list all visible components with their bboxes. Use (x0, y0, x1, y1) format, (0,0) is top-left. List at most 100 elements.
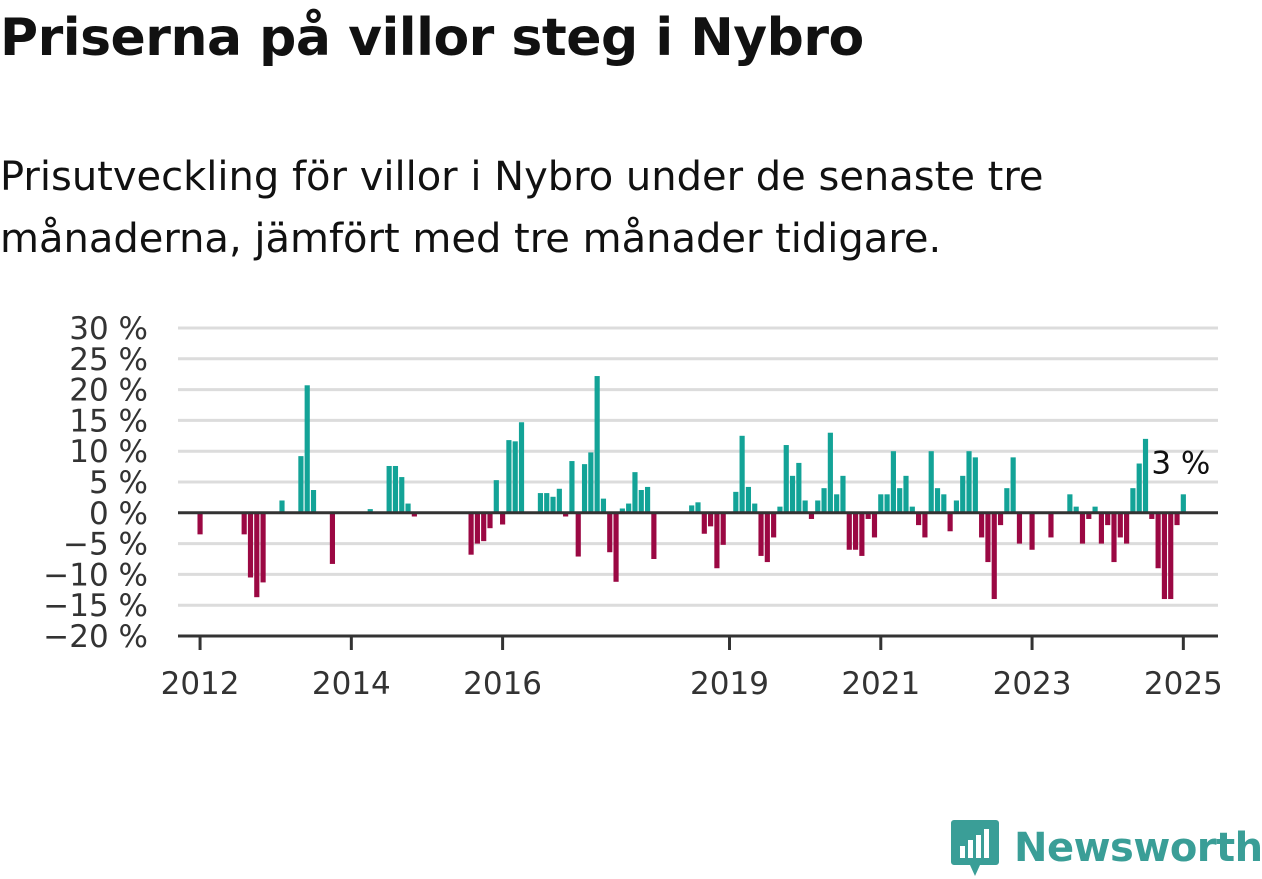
bar-chart-badge-icon (951, 820, 999, 876)
bar-negative (1168, 512, 1174, 600)
bar-positive (544, 493, 550, 513)
bar-negative (575, 512, 581, 557)
bar-positive (405, 503, 411, 513)
bar-negative (1086, 512, 1092, 519)
bar-positive (777, 506, 783, 513)
bar-positive (821, 488, 827, 513)
x-tick-label: 2016 (463, 666, 542, 702)
bar-positive (1073, 506, 1079, 513)
bar-negative (1124, 512, 1130, 544)
bar-negative (260, 512, 266, 583)
bar-positive (1136, 463, 1142, 513)
bar-positive (840, 475, 846, 513)
newsworthy-logo: Newsworthy (950, 818, 1262, 878)
bar-positive (1130, 488, 1136, 513)
bar-positive (367, 509, 373, 513)
bar-positive (512, 441, 518, 513)
bar-negative (613, 512, 619, 582)
y-tick-label: 25 % (69, 342, 148, 378)
bar-negative (1098, 512, 1104, 544)
bar-negative (764, 512, 770, 563)
bar-positive (827, 432, 833, 513)
y-tick-label: −5 % (63, 527, 148, 563)
bar-positive (298, 456, 304, 513)
bar-negative (1149, 512, 1155, 519)
bar-negative (1117, 512, 1123, 538)
bar-positive (953, 500, 960, 513)
chart-subtitle: Prisutveckling för villor i Nybro under … (0, 154, 1044, 262)
bar-negative (979, 512, 985, 538)
bar-positive (897, 488, 903, 513)
bars (197, 376, 1186, 600)
x-tick-label: 2021 (841, 666, 920, 702)
logo-text: Newsworthy (1014, 825, 1262, 871)
bar-negative (247, 512, 254, 578)
bar-positive (972, 457, 978, 513)
grid-lines (178, 326, 1218, 607)
bar-positive (789, 475, 796, 513)
bar-positive (745, 486, 752, 513)
bar-positive (581, 464, 588, 513)
bar-negative (922, 512, 928, 538)
bar-positive (1180, 494, 1186, 513)
bar-negative (916, 512, 922, 526)
bar-positive (783, 445, 789, 513)
tick-labels: 30 %25 %20 %15 %10 %5 %0 %−5 %−10 %−15 %… (43, 311, 1223, 702)
bar-negative (997, 512, 1004, 526)
bar-negative (701, 512, 707, 534)
x-tick-label: 2012 (161, 666, 240, 702)
x-tick-label: 2025 (1144, 666, 1223, 702)
bar-positive (600, 498, 607, 513)
bar-positive (632, 472, 638, 513)
bar-negative (859, 512, 865, 556)
bar-negative (197, 512, 203, 535)
bar-negative (1105, 512, 1111, 526)
bar-positive (960, 475, 966, 513)
bar-positive (1142, 438, 1149, 513)
bar-positive (619, 508, 625, 513)
bar-negative (1029, 512, 1035, 550)
bar-positive (928, 451, 934, 513)
y-tick-label: 10 % (69, 434, 148, 470)
y-tick-label: 30 % (69, 311, 148, 347)
bar-positive (695, 502, 701, 513)
bar-positive (941, 494, 947, 513)
bar-negative (985, 512, 991, 563)
x-tick-label: 2014 (312, 666, 391, 702)
bar-positive (392, 465, 399, 513)
bar-chart: 30 %25 %20 %15 %10 %5 %0 %−5 %−10 %−15 %… (43, 311, 1223, 702)
y-tick-label: 20 % (69, 373, 148, 409)
bar-positive (569, 461, 575, 513)
bar-positive (550, 496, 556, 513)
bar-positive (815, 500, 821, 513)
bar-positive (890, 451, 896, 513)
y-tick-label: −10 % (43, 557, 148, 593)
bar-positive (304, 385, 310, 513)
bar-negative (1048, 512, 1054, 538)
bar-negative (720, 512, 726, 545)
bar-positive (733, 491, 739, 513)
bar-positive (878, 494, 884, 513)
x-tick-label: 2023 (993, 666, 1072, 702)
bar-positive (909, 506, 915, 513)
bar-negative (1016, 512, 1023, 544)
bar-negative (254, 512, 260, 598)
bar-negative (871, 512, 878, 538)
bar-negative (468, 512, 474, 555)
bar-negative (771, 512, 777, 538)
bar-negative (651, 512, 657, 559)
bar-negative (1111, 512, 1117, 563)
bar-positive (739, 435, 745, 513)
axes (178, 511, 1218, 650)
bar-positive (1010, 457, 1016, 513)
bar-negative (708, 512, 714, 527)
bar-positive (644, 486, 651, 513)
bar-positive (934, 488, 941, 513)
bar-negative (758, 512, 764, 556)
bar-positive (537, 493, 544, 513)
bar-positive (689, 505, 695, 513)
bar-positive (556, 488, 562, 513)
bar-positive (626, 503, 632, 513)
x-tick-label: 2019 (690, 666, 769, 702)
bar-negative (329, 512, 336, 564)
